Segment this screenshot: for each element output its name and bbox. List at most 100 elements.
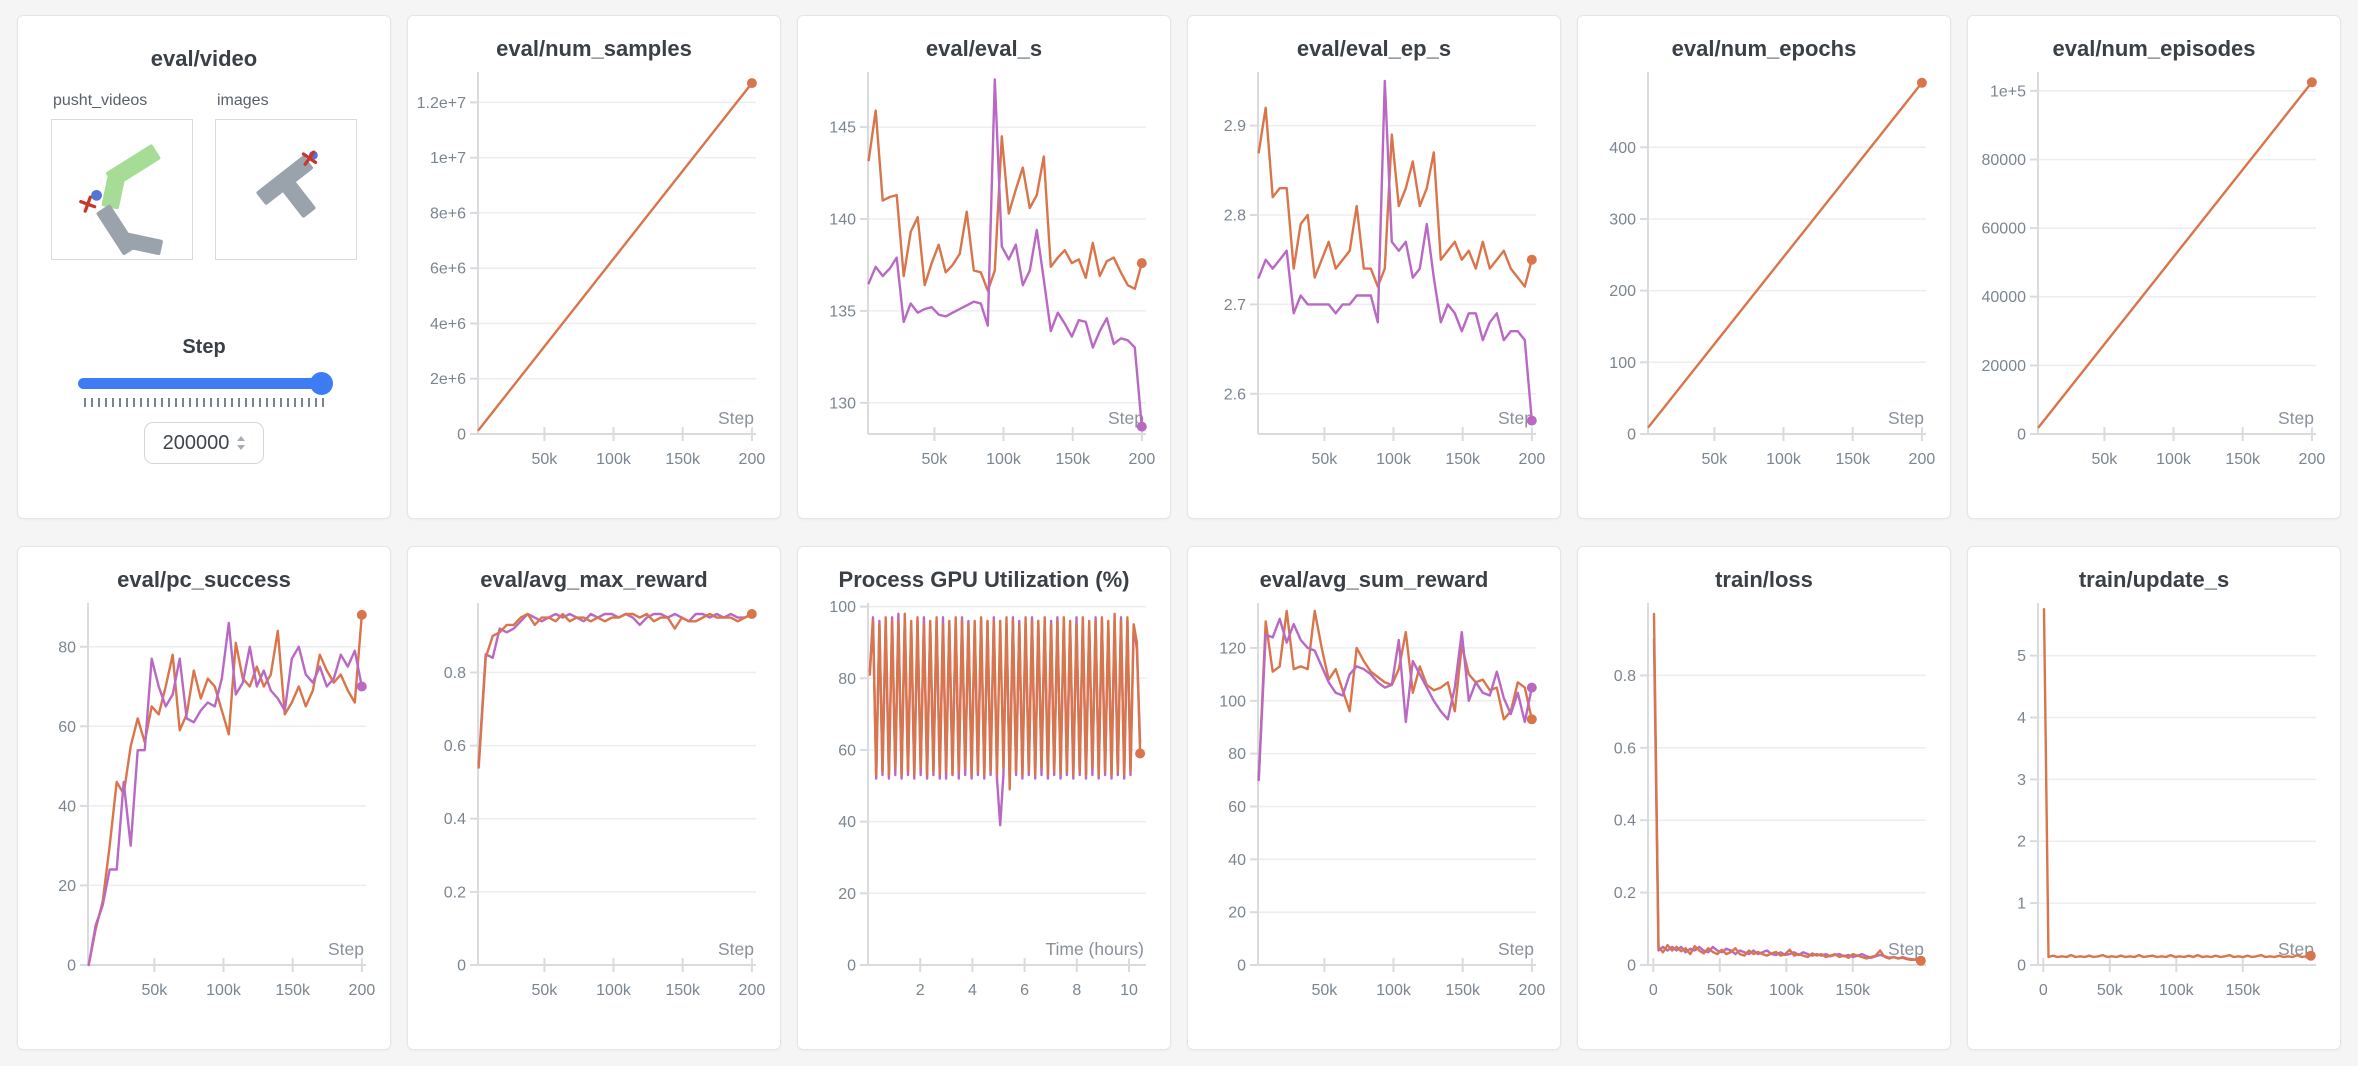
svg-text:6e+6: 6e+6	[430, 261, 466, 278]
svg-text:200: 200	[349, 982, 376, 999]
svg-text:200: 200	[1519, 451, 1546, 468]
svg-text:1.2e+7: 1.2e+7	[418, 95, 466, 112]
svg-text:120: 120	[1219, 640, 1246, 657]
svg-text:2.6: 2.6	[1224, 386, 1246, 403]
svg-text:1e+5: 1e+5	[1990, 83, 2026, 100]
step-slider-track[interactable]	[78, 378, 330, 389]
svg-text:150k: 150k	[1835, 451, 1871, 468]
step-slider-ruler	[84, 398, 324, 407]
svg-text:50k: 50k	[922, 451, 949, 468]
svg-text:50k: 50k	[1312, 451, 1339, 468]
svg-text:1e+7: 1e+7	[430, 150, 466, 167]
step-spinner[interactable]	[237, 436, 246, 450]
pusht-video-thumbnail[interactable]	[51, 119, 193, 260]
chart-plot-area[interactable]: 0 20 40 60 80 50k 100k 150k 200 Step	[28, 595, 380, 1019]
svg-text:130: 130	[829, 395, 856, 412]
svg-text:Time (hours): Time (hours)	[1045, 939, 1144, 959]
svg-text:100k: 100k	[1769, 982, 1805, 999]
svg-text:0: 0	[67, 958, 76, 975]
svg-text:0.2: 0.2	[1614, 885, 1636, 902]
svg-text:0: 0	[457, 958, 466, 975]
svg-text:100k: 100k	[596, 451, 632, 468]
step-slider[interactable]	[78, 372, 333, 395]
svg-text:50k: 50k	[1702, 451, 1729, 468]
svg-text:2e+6: 2e+6	[430, 371, 466, 388]
svg-text:40: 40	[1228, 852, 1246, 869]
svg-text:Step: Step	[1498, 939, 1534, 959]
chart-plot-area[interactable]: 0 0.2 0.4 0.6 0.8 50k 100k 150k 200 Step	[418, 595, 770, 1019]
chart-title: train/loss	[1715, 567, 1813, 592]
chart-plot-area[interactable]: 0 20 40 60 80 100 120 50k 100k 150k 200 Step	[1198, 595, 1550, 1019]
chart-plot-area[interactable]: 0 2e+6 4e+6 6e+6 8e+6 1e+7 1.2e+7 50k 100k 150k 20…	[418, 64, 770, 488]
svg-text:50k: 50k	[2097, 982, 2124, 999]
svg-text:20000: 20000	[1982, 358, 2027, 375]
chart-title: eval/pc_success	[117, 567, 291, 592]
svg-text:50k: 50k	[1312, 982, 1339, 999]
images-thumbnail[interactable]	[215, 119, 357, 260]
step-slider-label: Step	[182, 336, 226, 358]
step-slider-knob[interactable]	[310, 372, 333, 395]
panel-title: eval/video	[150, 46, 258, 71]
svg-text:20: 20	[58, 878, 76, 895]
svg-text:0: 0	[2017, 427, 2026, 444]
chart-plot-area[interactable]: 0 20 40 60 80 100 2 4 6 8 10 Time (hours)	[808, 595, 1160, 1019]
svg-text:50k: 50k	[2092, 451, 2119, 468]
svg-text:60: 60	[1228, 799, 1246, 816]
svg-text:150k: 150k	[275, 982, 311, 999]
chart-plot-area[interactable]: 0 20000 40000 60000 80000 1e+5 50k 100k 150k 200 S…	[1978, 64, 2330, 488]
chart-title: eval/eval_ep_s	[1296, 36, 1452, 61]
svg-text:6: 6	[1020, 982, 1029, 999]
chart-title: eval/num_epochs	[1671, 36, 1857, 61]
svg-text:100: 100	[829, 599, 856, 616]
step-number-input[interactable]: 200000	[144, 422, 264, 464]
media-item-images: images	[215, 92, 357, 260]
svg-text:40000: 40000	[1982, 289, 2027, 306]
chart-title: eval/avg_max_reward	[480, 567, 708, 592]
svg-text:100: 100	[1609, 355, 1636, 372]
panel-eval-avg-max-reward: eval/avg_max_reward 0 0.2 0.4 0.6 0.8 50k 100k…	[407, 546, 781, 1050]
svg-text:0: 0	[1627, 427, 1636, 444]
svg-text:140: 140	[829, 212, 856, 229]
svg-text:0.8: 0.8	[1614, 668, 1636, 685]
chart-plot-area[interactable]: 0 100 200 300 400 50k 100k 150k 200 Step	[1588, 64, 1940, 488]
panel-eval-num-epochs: eval/num_epochs 0 100 200 300 400 50k 100k 150k…	[1577, 15, 1951, 519]
svg-text:0: 0	[1627, 958, 1636, 975]
panel-gpu-utilization: Process GPU Utilization (%) 0 20 40 60 80 100…	[797, 546, 1171, 1050]
svg-text:0.6: 0.6	[1614, 740, 1636, 757]
pusht-video-frame	[79, 144, 163, 256]
svg-text:150k: 150k	[1835, 982, 1871, 999]
svg-text:20: 20	[1228, 905, 1246, 922]
svg-text:150k: 150k	[2225, 982, 2261, 999]
svg-text:40: 40	[838, 814, 856, 831]
svg-text:0: 0	[1649, 982, 1658, 999]
svg-text:200: 200	[2299, 451, 2326, 468]
svg-text:100: 100	[1219, 693, 1246, 710]
panel-eval-num-episodes: eval/num_episodes 0 20000 40000 60000 80000 1…	[1967, 15, 2341, 519]
step-decrement-icon[interactable]	[237, 445, 246, 450]
chart-title: eval/num_samples	[496, 36, 692, 61]
svg-text:150k: 150k	[1055, 451, 1091, 468]
svg-text:80: 80	[1228, 746, 1246, 763]
svg-text:200: 200	[1609, 283, 1636, 300]
svg-text:50k: 50k	[1707, 982, 1734, 999]
svg-text:0.4: 0.4	[1614, 813, 1636, 830]
panel-eval-pc-success: eval/pc_success 0 20 40 60 80 50k 100k 150k 200 S…	[17, 546, 391, 1050]
images-frame	[256, 150, 318, 218]
svg-text:1: 1	[2017, 896, 2026, 913]
step-increment-icon[interactable]	[237, 436, 246, 441]
panel-eval-num-samples: eval/num_samples 0 2e+6 4e+6 6e+6 8e+6 1e+7 1.…	[407, 15, 781, 519]
svg-text:100k: 100k	[1376, 982, 1412, 999]
svg-text:0: 0	[847, 958, 856, 975]
svg-text:0.2: 0.2	[444, 884, 466, 901]
svg-text:4e+6: 4e+6	[430, 316, 466, 333]
svg-text:60: 60	[838, 743, 856, 760]
panel-eval-eval-s: eval/eval_s 130 135 140 145 50k 100k 150k 200 St…	[797, 15, 1171, 519]
svg-text:100k: 100k	[206, 982, 242, 999]
svg-text:60000: 60000	[1982, 221, 2027, 238]
svg-text:400: 400	[1609, 140, 1636, 157]
panel-eval-avg-sum-reward: eval/avg_sum_reward 0 20 40 60 80 100 120 50k 10…	[1187, 546, 1561, 1050]
